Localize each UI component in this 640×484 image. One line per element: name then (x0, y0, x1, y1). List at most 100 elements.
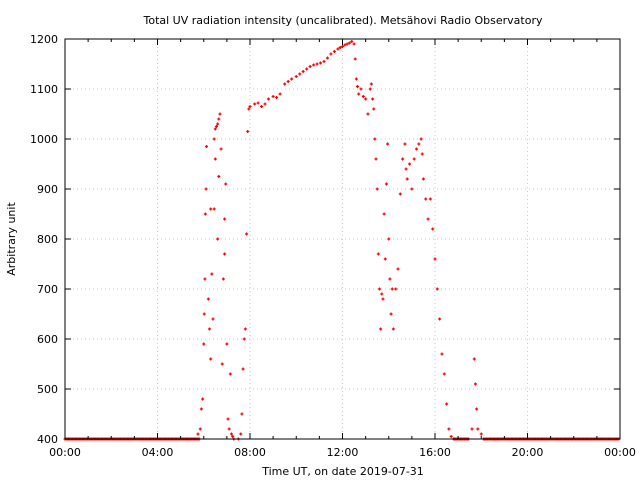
data-point (223, 252, 227, 256)
data-point (366, 112, 370, 116)
data-point (412, 157, 416, 161)
data-point (301, 70, 305, 73)
y-tick-label: 400 (37, 433, 58, 446)
x-tick-label: 08:00 (234, 446, 266, 459)
data-point (347, 41, 351, 45)
data-point (213, 157, 217, 161)
data-point (417, 142, 421, 146)
data-point (428, 197, 432, 201)
data-point (386, 142, 390, 146)
data-point (408, 162, 412, 166)
data-point (221, 277, 225, 281)
data-point (368, 87, 372, 91)
data-point (217, 117, 221, 121)
y-tick-label: 600 (37, 333, 58, 346)
data-point (202, 312, 206, 316)
data-point (426, 217, 430, 221)
data-point (226, 417, 230, 421)
data-point (325, 56, 329, 60)
y-tick-label: 1000 (30, 133, 58, 146)
data-point (271, 95, 275, 98)
data-point (212, 137, 216, 141)
data-point (242, 337, 246, 341)
data-point (353, 57, 357, 61)
data-point (202, 342, 206, 346)
data-point (315, 62, 319, 66)
data-point (294, 75, 298, 78)
data-point (208, 327, 212, 331)
data-point (216, 237, 220, 241)
data-point (305, 67, 309, 71)
data-point (357, 92, 361, 96)
y-tick-label: 500 (37, 383, 58, 396)
data-point (369, 82, 373, 86)
data-point (394, 287, 398, 291)
data-point (239, 432, 243, 436)
y-axis-label: Arbitrary unit (5, 202, 18, 276)
data-point (447, 427, 451, 431)
data-point (404, 167, 408, 171)
data-points (63, 40, 621, 441)
chart-title: Total UV radiation intensity (uncalibrat… (143, 14, 543, 27)
data-point (332, 50, 336, 53)
axis-ticks: 00:00 04:00 08:00 12:00 16:00 20:00 00:0040050… (30, 33, 636, 459)
data-point (405, 177, 409, 181)
y-tick-label: 800 (37, 233, 58, 246)
data-point (398, 192, 402, 196)
data-point (475, 407, 479, 411)
data-point (223, 217, 227, 221)
data-point (218, 112, 222, 116)
data-point (449, 435, 453, 438)
data-point (228, 372, 232, 376)
data-point (390, 287, 394, 291)
data-point (204, 187, 208, 191)
data-point (199, 407, 203, 411)
data-point (231, 435, 235, 438)
data-point (442, 372, 446, 376)
data-point (230, 432, 233, 436)
data-point (378, 287, 381, 291)
data-point (319, 61, 323, 65)
data-point (354, 77, 358, 81)
data-point (216, 122, 220, 126)
data-point (283, 82, 287, 86)
data-point (241, 367, 245, 371)
data-point (380, 292, 384, 296)
data-point (389, 312, 393, 316)
data-point (438, 317, 442, 321)
data-point (322, 60, 326, 63)
x-tick-label: 04:00 (142, 446, 174, 459)
data-point (245, 232, 249, 236)
data-point (387, 237, 391, 241)
data-point (312, 63, 316, 67)
data-point (338, 46, 342, 49)
y-tick-label: 1100 (30, 83, 58, 96)
data-point (371, 97, 375, 101)
data-point (396, 267, 400, 271)
data-point (198, 427, 202, 431)
data-point (240, 412, 244, 416)
data-point (410, 187, 414, 191)
x-axis-label: Time UT, on date 2019-07-31 (261, 465, 424, 478)
data-point (211, 317, 215, 321)
data-point (209, 207, 213, 211)
data-point (206, 297, 210, 301)
data-point (224, 182, 228, 186)
x-tick-label: 16:00 (419, 446, 451, 459)
data-point (345, 42, 349, 46)
data-point (220, 362, 224, 366)
data-point (203, 277, 207, 281)
data-point (246, 130, 250, 133)
data-point (203, 212, 207, 216)
data-point (217, 175, 221, 178)
data-point (329, 52, 333, 56)
data-point (298, 72, 302, 76)
data-point (275, 96, 279, 99)
data-point (267, 97, 270, 101)
data-point (440, 352, 444, 356)
x-tick-label: 12:00 (327, 446, 359, 459)
data-point (388, 277, 392, 281)
data-point (359, 87, 363, 91)
data-point (350, 40, 354, 43)
